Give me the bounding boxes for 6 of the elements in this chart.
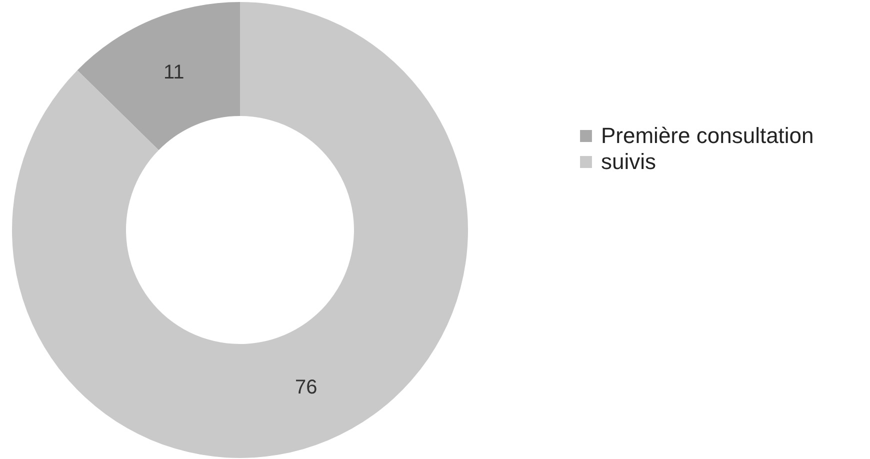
donut-slice	[77, 2, 240, 150]
donut-slice	[12, 2, 468, 458]
data-label: 11	[163, 61, 184, 84]
data-label: 76	[295, 376, 318, 399]
legend-label: Première consultation	[601, 123, 814, 148]
legend-label: suivis	[601, 149, 656, 174]
